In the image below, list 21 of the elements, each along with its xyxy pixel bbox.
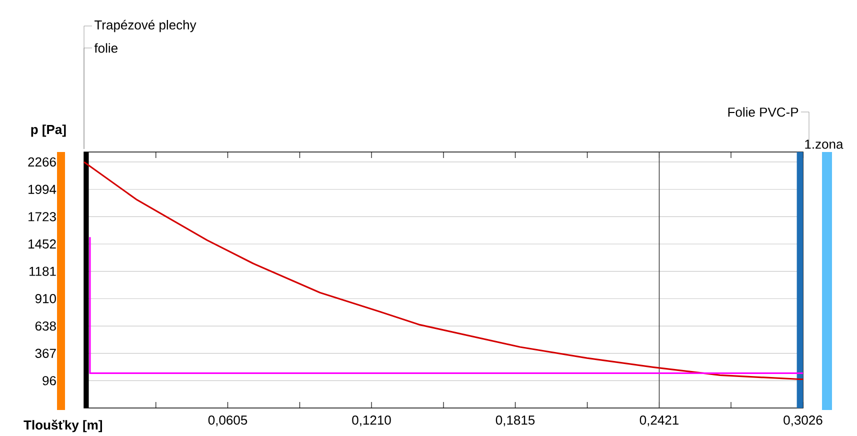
y-tick-label: 1181 [30, 266, 56, 276]
x-tick-label: 0,0605 [208, 416, 248, 426]
y-tick-label: 1723 [28, 212, 56, 222]
y-axis-title: p [Pa] [31, 124, 66, 137]
y-tick-label: 910 [35, 294, 56, 304]
y-tick-label: 96 [42, 376, 56, 386]
text: Folie PVC-P [728, 107, 798, 117]
text: folie [94, 43, 118, 53]
x-tick-label: 0,1815 [496, 416, 535, 426]
y-tick-label: 1994 [28, 184, 56, 194]
y-tick-label: 2266 [28, 157, 56, 167]
line-series [83, 161, 804, 380]
x-axis-title: Tloušťky [m] [24, 420, 102, 432]
x-tick-label: 0,3026 [784, 416, 822, 426]
y-tick-label: 367 [35, 348, 56, 358]
text: Trapézové plechy [94, 20, 196, 32]
x-tick-label: 0,1210 [352, 416, 391, 426]
x-tick-label: 0,2421 [640, 416, 678, 426]
y-tick-label: 638 [35, 321, 56, 331]
text: 1.zona [805, 140, 844, 149]
y-tick-label: 1452 [28, 239, 56, 249]
